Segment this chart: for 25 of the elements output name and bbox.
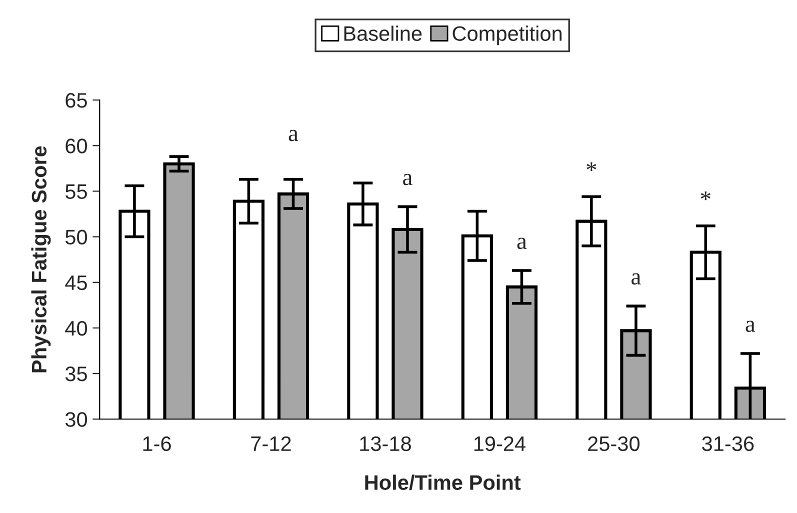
- y-tick-label: 65: [66, 93, 87, 108]
- legend-label: Competition: [452, 26, 562, 46]
- x-tick-label: 25-30: [588, 436, 640, 452]
- y-axis-title: Physical Fatigue Score: [31, 146, 51, 372]
- annotation: a: [632, 273, 641, 285]
- x-tick-label: 31-36: [702, 436, 754, 452]
- annotation: a: [403, 174, 412, 186]
- x-tick-label: 13-18: [360, 436, 411, 452]
- annotation: *: [586, 162, 596, 171]
- y-tick-label: 30: [65, 412, 88, 427]
- y-tick-label: 55: [65, 184, 87, 199]
- x-tick-label: 19-24: [474, 436, 526, 452]
- y-tick-label: 45: [65, 276, 87, 290]
- y-tick-label: 40: [65, 320, 88, 336]
- y-tick-label: 35: [65, 366, 87, 382]
- annotation: a: [288, 130, 298, 142]
- x-tick-label: 7-12: [251, 436, 291, 451]
- x-tick-label: 1-6: [143, 436, 171, 452]
- annotation: a: [746, 320, 756, 332]
- x-axis-title: Hole/Time Point: [365, 474, 521, 490]
- annotation: *: [700, 191, 710, 200]
- y-tick-label: 50: [65, 230, 88, 245]
- annotation: a: [517, 238, 527, 250]
- legend-label: Baseline: [344, 26, 422, 41]
- y-tick-label: 60: [66, 138, 88, 154]
